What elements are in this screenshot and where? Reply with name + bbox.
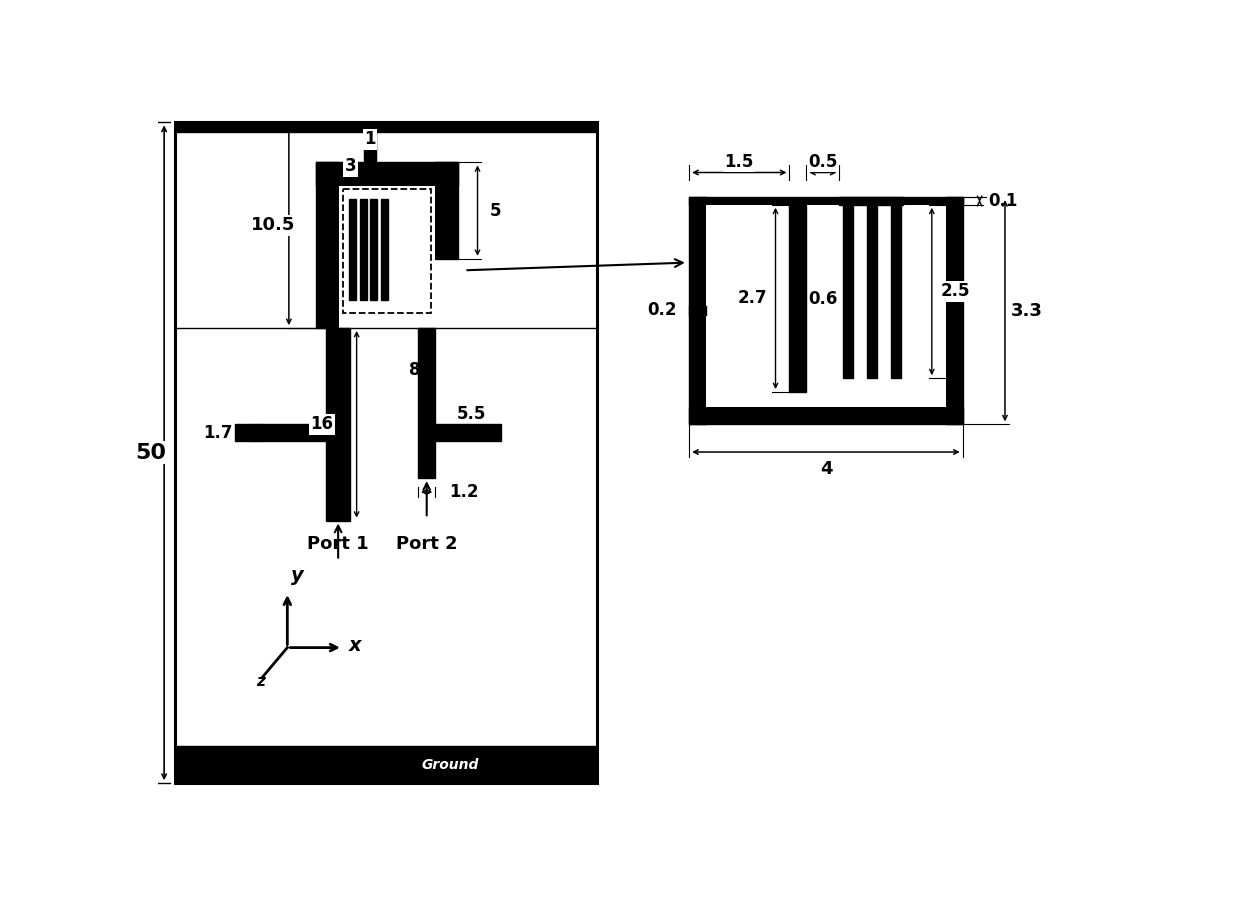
- Text: 10.5: 10.5: [252, 216, 296, 234]
- Bar: [316, 163, 458, 186]
- Text: 0.1: 0.1: [987, 192, 1017, 210]
- Text: y: y: [291, 567, 304, 586]
- Text: 50: 50: [135, 443, 166, 462]
- Text: x: x: [349, 636, 362, 655]
- Bar: [364, 122, 375, 163]
- Bar: [689, 407, 963, 424]
- Text: 16: 16: [311, 415, 333, 433]
- Bar: [435, 163, 458, 259]
- Text: 4: 4: [820, 460, 833, 478]
- Text: 3: 3: [344, 157, 357, 176]
- Bar: [840, 197, 902, 205]
- Text: 1: 1: [364, 130, 375, 148]
- Bar: [382, 199, 388, 300]
- Text: 2.7: 2.7: [737, 290, 767, 308]
- Text: z: z: [256, 674, 265, 689]
- Text: 5.5: 5.5: [457, 405, 486, 423]
- Text: 2.5: 2.5: [940, 282, 970, 300]
- Text: 1.2: 1.2: [450, 483, 479, 501]
- Bar: [891, 205, 901, 378]
- Text: 0.5: 0.5: [808, 153, 838, 171]
- Text: Port 2: Port 2: [396, 535, 457, 553]
- Bar: [349, 199, 356, 300]
- Text: Port 1: Port 1: [307, 535, 369, 553]
- Bar: [789, 205, 807, 392]
- Bar: [706, 205, 945, 407]
- Bar: [689, 197, 706, 424]
- Bar: [844, 205, 854, 378]
- Text: 8: 8: [409, 361, 420, 379]
- Text: 3.3: 3.3: [1011, 301, 1042, 319]
- Bar: [175, 122, 597, 783]
- Bar: [175, 746, 597, 783]
- Text: 0.2: 0.2: [648, 301, 676, 319]
- Bar: [343, 189, 431, 312]
- Bar: [867, 205, 877, 378]
- Bar: [235, 424, 326, 442]
- Text: Ground: Ground: [422, 757, 479, 772]
- Text: 1.5: 1.5: [725, 153, 755, 171]
- Bar: [419, 328, 435, 478]
- Bar: [435, 424, 501, 442]
- Bar: [945, 197, 963, 424]
- Bar: [175, 122, 597, 132]
- Text: 5: 5: [489, 202, 501, 220]
- Bar: [326, 328, 351, 520]
- Bar: [339, 186, 435, 328]
- Bar: [689, 197, 963, 205]
- Text: 1.7: 1.7: [203, 424, 233, 442]
- Bar: [370, 199, 378, 300]
- Text: 0.6: 0.6: [808, 290, 838, 308]
- Bar: [316, 163, 339, 328]
- Bar: [359, 199, 367, 300]
